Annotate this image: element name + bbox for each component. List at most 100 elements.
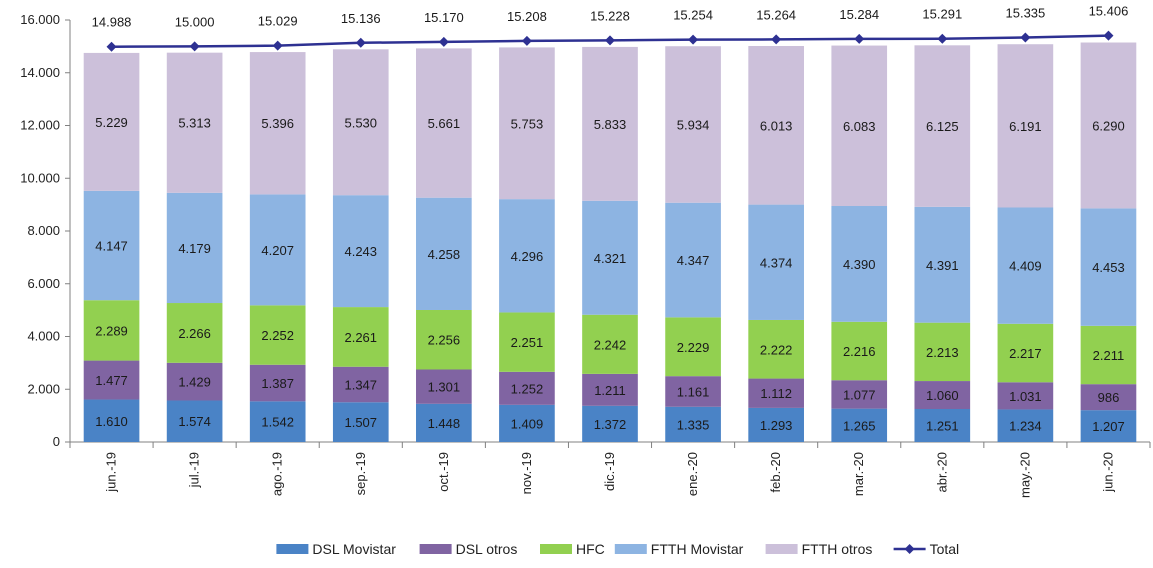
total-point <box>272 40 283 51</box>
total-label: 15.136 <box>341 11 381 26</box>
total-point <box>605 35 615 46</box>
data-label: 2.217 <box>1009 346 1042 361</box>
total-point <box>355 37 366 48</box>
x-tick-label: ene.-20 <box>685 452 700 496</box>
bar-segment <box>831 45 888 206</box>
total-point <box>688 34 699 45</box>
bar-segment <box>499 312 555 372</box>
data-label: 4.207 <box>261 243 294 258</box>
bar-segment <box>249 364 306 402</box>
data-label: 1.542 <box>261 415 294 430</box>
legend-label: FTTH Movistar <box>651 541 744 557</box>
data-label: 5.530 <box>344 115 377 130</box>
total-label: 15.335 <box>1006 6 1046 21</box>
data-label: 5.753 <box>511 116 544 131</box>
bar-segment <box>997 409 1054 442</box>
data-label: 4.243 <box>344 244 377 259</box>
data-label: 1.207 <box>1092 419 1125 434</box>
bar-segment <box>582 405 638 442</box>
data-label: 5.229 <box>95 115 128 130</box>
data-label: 6.290 <box>1092 118 1125 133</box>
bar-segment <box>582 314 638 374</box>
bar-segment <box>665 406 721 442</box>
total-label: 15.254 <box>673 8 713 23</box>
data-label: 4.374 <box>760 255 793 270</box>
data-label: 1.477 <box>95 373 128 388</box>
data-label: 1.211 <box>594 383 626 398</box>
data-label: 4.147 <box>95 239 128 254</box>
bar-segment <box>166 192 223 304</box>
data-label: 5.661 <box>428 116 461 131</box>
x-tick-label: oct.-19 <box>436 452 451 492</box>
data-label: 1.252 <box>511 381 544 396</box>
y-tick-label: 8.000 <box>27 223 60 238</box>
total-label: 14.988 <box>92 15 132 30</box>
bar-segment <box>665 202 721 318</box>
bar-segment <box>914 381 971 410</box>
data-label: 2.242 <box>594 337 627 352</box>
x-tick-label: ago.-19 <box>270 452 285 496</box>
data-label: 4.347 <box>677 253 710 268</box>
data-label: 5.934 <box>677 117 710 132</box>
bar-segment <box>748 319 804 379</box>
data-label: 1.610 <box>95 414 128 429</box>
x-tick-label: jun.-19 <box>104 452 119 493</box>
bar-segment <box>416 369 472 404</box>
total-point <box>189 41 200 52</box>
bar-segment <box>83 300 140 361</box>
y-tick-label: 12.000 <box>20 118 60 133</box>
x-tick-label: abr.-20 <box>934 452 949 492</box>
bar-segment <box>249 52 306 195</box>
data-label: 1.301 <box>428 380 461 395</box>
total-label: 15.228 <box>590 8 630 23</box>
data-label: 2.222 <box>760 342 793 357</box>
bar-segment <box>748 204 804 320</box>
legend-label: DSL otros <box>456 541 518 557</box>
total-label: 15.029 <box>258 14 298 29</box>
bar-segment <box>166 400 223 442</box>
legend-swatch <box>614 544 647 554</box>
data-label: 5.313 <box>178 116 211 131</box>
bar-segment <box>831 408 888 442</box>
y-tick-label: 0 <box>53 434 60 449</box>
bar-segment <box>748 46 804 205</box>
bar-segment <box>997 207 1054 324</box>
bar-segment <box>416 403 472 442</box>
data-label: 1.507 <box>344 415 377 430</box>
bar-segment <box>914 45 971 207</box>
total-point <box>438 36 449 47</box>
bar-segment <box>83 360 140 400</box>
data-label: 6.013 <box>760 118 793 133</box>
data-label: 1.060 <box>926 388 959 403</box>
data-label: 1.429 <box>178 375 211 390</box>
total-label: 15.208 <box>507 9 547 24</box>
bar-segment <box>499 47 555 200</box>
bar-segment <box>665 317 721 377</box>
bar-segment <box>332 402 389 442</box>
data-label: 1.251 <box>926 419 959 434</box>
bar-segment <box>332 307 389 367</box>
bar-segment <box>997 44 1054 208</box>
y-tick-label: 10.000 <box>20 170 60 185</box>
total-point <box>1103 30 1114 41</box>
total-point <box>106 41 117 52</box>
total-label: 15.291 <box>922 7 962 22</box>
bar-segment <box>83 399 140 442</box>
data-label: 4.321 <box>594 251 627 266</box>
bar-segment <box>332 195 389 308</box>
bar-segment <box>665 376 721 407</box>
legend-label: DSL Movistar <box>312 541 396 557</box>
data-label: 2.261 <box>344 330 377 345</box>
bar-segment <box>416 197 472 310</box>
bar-segment <box>416 48 472 198</box>
bar-segment <box>748 407 804 442</box>
bar-segment <box>997 323 1054 383</box>
data-label: 4.258 <box>428 247 461 262</box>
data-label: 1.448 <box>428 416 461 431</box>
bar-segment <box>83 52 140 191</box>
bar-segment <box>582 373 638 406</box>
bar-segment <box>748 378 804 408</box>
data-label: 4.390 <box>843 257 876 272</box>
